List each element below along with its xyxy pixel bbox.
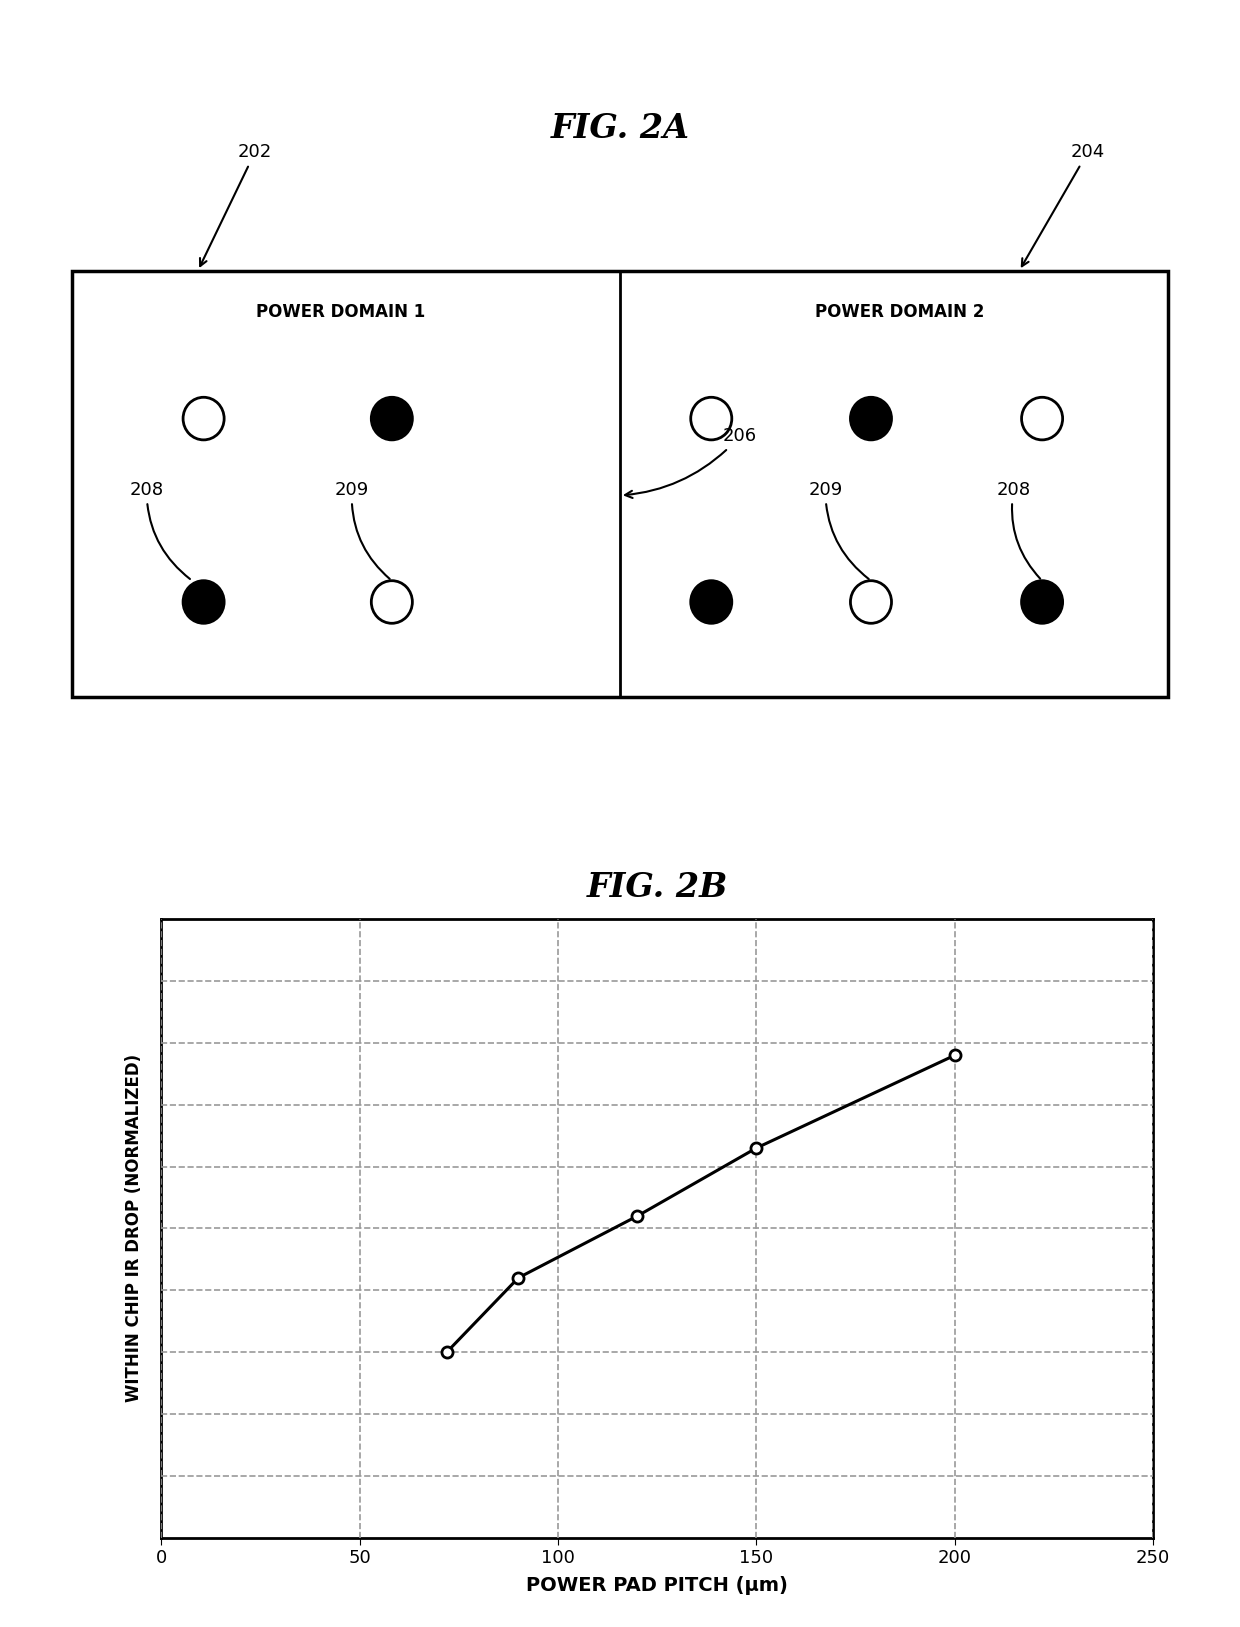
Circle shape bbox=[691, 581, 732, 623]
Circle shape bbox=[184, 581, 224, 623]
Title: FIG. 2B: FIG. 2B bbox=[587, 870, 728, 905]
Y-axis label: WITHIN CHIP IR DROP (NORMALIZED): WITHIN CHIP IR DROP (NORMALIZED) bbox=[125, 1054, 143, 1402]
Circle shape bbox=[851, 581, 892, 623]
Circle shape bbox=[691, 397, 732, 439]
Text: POWER DOMAIN 2: POWER DOMAIN 2 bbox=[815, 303, 985, 321]
Text: 208: 208 bbox=[997, 480, 1040, 579]
Text: 202: 202 bbox=[200, 143, 272, 267]
Text: 209: 209 bbox=[335, 480, 389, 579]
Circle shape bbox=[851, 397, 892, 439]
Text: 209: 209 bbox=[808, 480, 869, 579]
Text: FIG. 2A: FIG. 2A bbox=[551, 112, 689, 145]
Text: 206: 206 bbox=[625, 428, 756, 498]
Circle shape bbox=[1022, 397, 1063, 439]
Circle shape bbox=[1022, 581, 1063, 623]
Circle shape bbox=[184, 397, 224, 439]
Text: 204: 204 bbox=[1022, 143, 1105, 267]
X-axis label: POWER PAD PITCH (μm): POWER PAD PITCH (μm) bbox=[526, 1575, 789, 1594]
Text: POWER DOMAIN 1: POWER DOMAIN 1 bbox=[255, 303, 425, 321]
Text: 208: 208 bbox=[129, 480, 190, 579]
Circle shape bbox=[371, 581, 413, 623]
Bar bbox=[72, 270, 1168, 696]
Circle shape bbox=[371, 397, 413, 439]
